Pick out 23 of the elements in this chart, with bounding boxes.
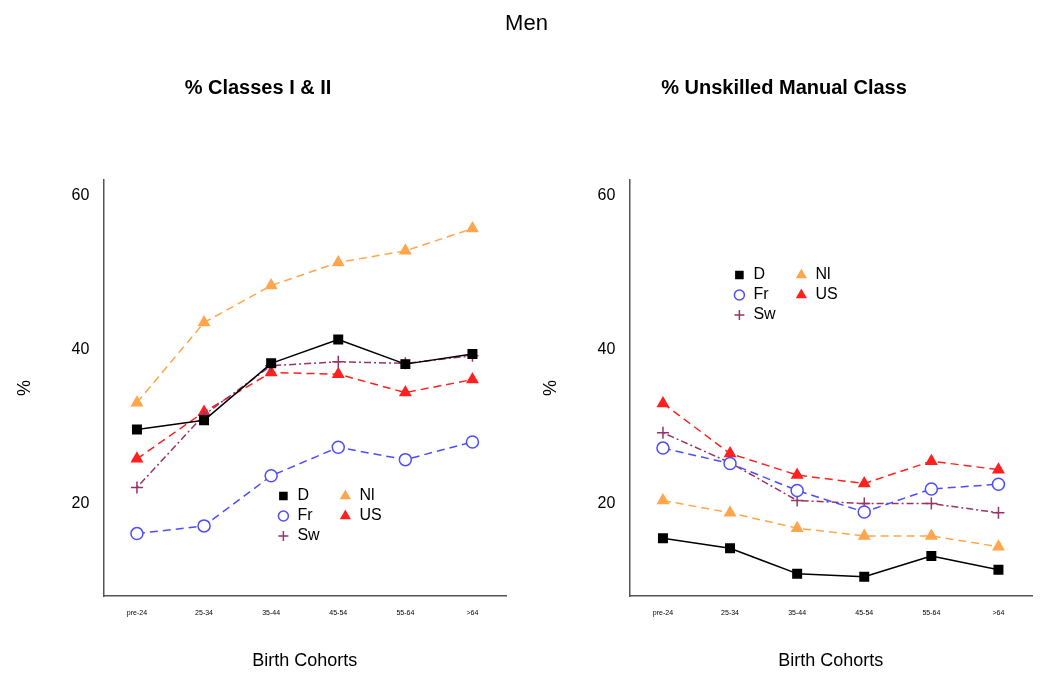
y-tick-label: 20 <box>71 493 90 511</box>
legend-label: D <box>297 486 309 504</box>
legend-label: Fr <box>753 285 770 303</box>
y-tick-label: 60 <box>71 185 90 203</box>
text: Men <box>505 10 548 35</box>
x-axis-title: Birth Cohorts <box>252 650 358 671</box>
legend-label: Sw <box>297 526 321 544</box>
x-axis-title: Birth Cohorts <box>778 650 884 671</box>
y-tick-label: 40 <box>71 339 90 357</box>
y-tick-label: 40 <box>597 339 616 357</box>
legend-label: US <box>359 506 382 524</box>
legend-label: Nl <box>359 486 375 504</box>
y-axis-title: % <box>539 379 560 397</box>
y-axis-title: % <box>13 379 34 397</box>
legend-label: D <box>753 265 765 283</box>
legend-label: Nl <box>815 265 831 283</box>
chart-title: % Classes I & II <box>184 75 332 98</box>
y-tick-label: 20 <box>597 493 616 511</box>
legend-label: US <box>815 285 838 303</box>
legend-label: Fr <box>297 506 314 524</box>
y-tick-label: 60 <box>597 185 616 203</box>
chart-title: % Unskilled Manual Class <box>661 75 907 98</box>
legend-label: Sw <box>753 305 777 323</box>
